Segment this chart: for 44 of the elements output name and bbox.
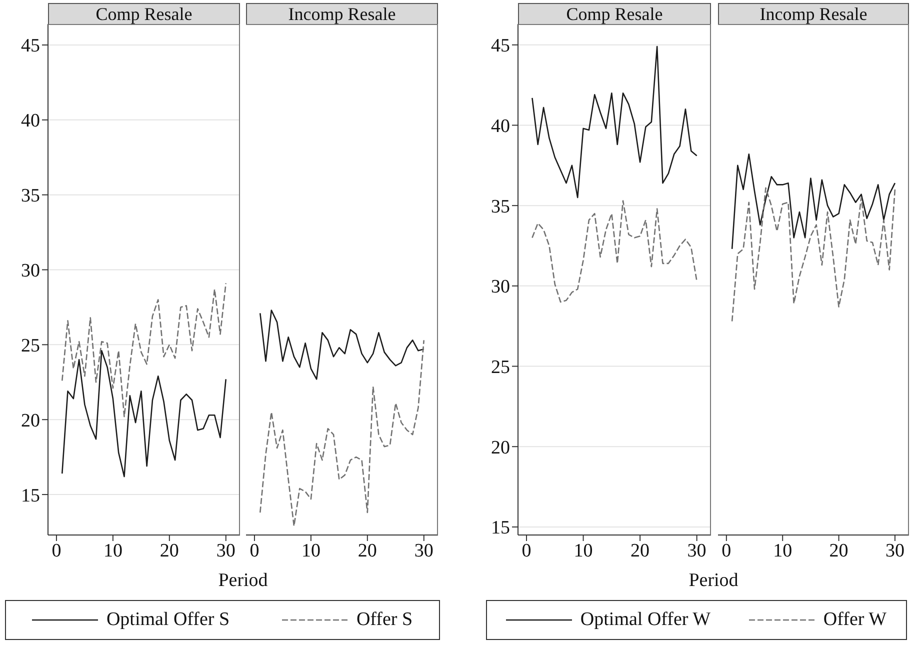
line-series bbox=[532, 46, 698, 198]
x-tick-label: 20 bbox=[358, 540, 377, 562]
y-tick-label: 30 bbox=[491, 276, 510, 298]
chart-title: Incomp Resale bbox=[246, 3, 438, 25]
x-axis-title: Period bbox=[688, 570, 740, 592]
y-tick-label: 15 bbox=[491, 518, 510, 539]
x-tick-label: 10 bbox=[103, 540, 122, 562]
x-tick-label: 30 bbox=[885, 540, 904, 562]
x-tick-label: 0 bbox=[250, 540, 260, 562]
x-tick-label: 10 bbox=[574, 540, 593, 562]
legend-label: Optimal Offer S bbox=[106, 609, 230, 631]
x-axis-title: Period bbox=[217, 570, 269, 592]
y-tick-label: 25 bbox=[21, 335, 40, 356]
chart-title: Incomp Resale bbox=[718, 3, 909, 25]
y-tick-label: 45 bbox=[21, 36, 40, 57]
legend-label: Optimal Offer W bbox=[580, 609, 711, 631]
x-tick-label: 10 bbox=[773, 540, 792, 562]
y-tick-label: 20 bbox=[491, 437, 510, 458]
line-series bbox=[61, 282, 227, 418]
x-tick-label: 0 bbox=[522, 540, 532, 562]
x-tick-label: 10 bbox=[301, 540, 320, 562]
x-tick-label: 0 bbox=[52, 540, 62, 562]
y-tick-label: 15 bbox=[21, 485, 40, 506]
y-tick-label: 35 bbox=[491, 196, 510, 218]
x-tick-label: 20 bbox=[829, 540, 848, 562]
x-tick-label: 30 bbox=[414, 540, 434, 562]
x-tick-label: 30 bbox=[216, 540, 236, 562]
x-tick-label: 30 bbox=[687, 540, 706, 562]
y-tick-label: 40 bbox=[21, 110, 40, 132]
y-tick-label: 25 bbox=[491, 357, 510, 378]
y-tick-label: 20 bbox=[21, 410, 40, 432]
x-tick-label: 20 bbox=[160, 540, 179, 562]
chart-title: Comp Resale bbox=[48, 3, 240, 25]
line-series bbox=[61, 350, 227, 478]
chart-title: Comp Resale bbox=[518, 3, 711, 25]
y-tick-label: 45 bbox=[491, 36, 510, 57]
y-tick-label: 40 bbox=[491, 116, 510, 137]
legend-label: Offer W bbox=[823, 609, 887, 631]
x-tick-label: 0 bbox=[722, 540, 732, 562]
legend-label: Offer S bbox=[356, 609, 413, 631]
x-tick-label: 20 bbox=[630, 540, 650, 562]
y-tick-label: 30 bbox=[21, 260, 40, 282]
y-tick-label: 35 bbox=[21, 186, 40, 207]
line-series bbox=[532, 200, 698, 303]
